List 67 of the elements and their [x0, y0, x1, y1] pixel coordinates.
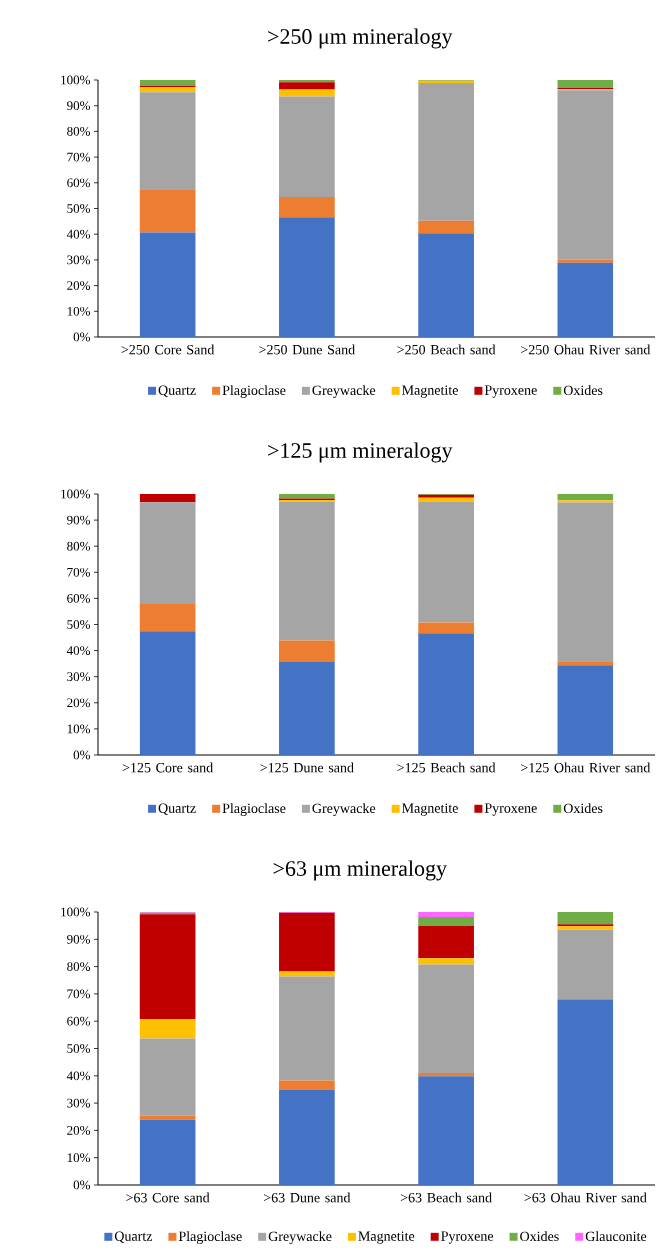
legend-label: Quartz — [114, 1231, 153, 1243]
x-tick-label: >125 Dune sand — [260, 762, 354, 773]
x-tick-label: >250 Core Sand — [121, 344, 215, 355]
y-tick-label: 90% — [67, 101, 91, 111]
y-tick-label: 90% — [67, 934, 91, 944]
y-tick-label: 70% — [67, 989, 91, 999]
y-tick-label: 60% — [67, 593, 91, 603]
y-tick-label: 60% — [67, 1016, 91, 1026]
x-tick-label: >63 Ohau River sand — [524, 1192, 647, 1203]
x-tick-label: >250 Beach sand — [397, 344, 496, 355]
y-tick-label: 0% — [73, 1180, 91, 1190]
y-tick-label: 20% — [67, 281, 91, 290]
y-tick-label: 10% — [67, 724, 91, 734]
legend-label: Oxides — [520, 1231, 559, 1242]
legend-label: Glauconite — [585, 1231, 647, 1242]
y-tick-label: 80% — [67, 541, 91, 551]
y-tick-label: 80% — [67, 126, 91, 136]
y-tick-label: 30% — [67, 672, 91, 682]
y-tick-label: 80% — [67, 962, 91, 972]
y-tick-label: 0% — [73, 750, 91, 760]
y-tick-label: 30% — [67, 1098, 91, 1108]
legend-label: Oxides — [563, 385, 603, 396]
legend-label: Plagioclase — [222, 385, 286, 398]
y-tick-label: 20% — [67, 698, 91, 708]
y-tick-label: 20% — [67, 1125, 91, 1135]
legend-label: Oxides — [563, 803, 603, 814]
legend-label: Pyroxene — [484, 385, 537, 398]
y-tick-label: 60% — [67, 178, 91, 188]
legend-label: Pyroxene — [484, 803, 537, 816]
y-tick-label: 10% — [67, 1153, 91, 1163]
y-tick-label: 0% — [73, 332, 91, 342]
x-tick-label: >250 Ohau River sand — [521, 344, 651, 355]
y-tick-label: 90% — [67, 515, 91, 525]
y-tick-label: 70% — [67, 152, 91, 162]
y-tick-label: 30% — [67, 255, 91, 265]
legend-label: Magnetite — [402, 385, 458, 398]
y-tick-label: 50% — [67, 204, 91, 213]
chart-title: >250 μm mineralogy — [268, 28, 453, 49]
legend-label: Plagioclase — [178, 1231, 242, 1244]
legend-label: Greywacke — [312, 385, 376, 398]
x-tick-label: >63 Beach sand — [400, 1192, 492, 1203]
x-tick-label: >250 Dune Sand — [259, 344, 355, 355]
y-tick-label: 40% — [66, 646, 91, 655]
legend-label: Magnetite — [358, 1231, 415, 1244]
y-tick-label: 50% — [67, 620, 91, 629]
y-tick-label: 40% — [66, 1071, 91, 1081]
chart-title: >125 μm mineralogy — [268, 442, 453, 463]
x-tick-label: >125 Beach sand — [397, 762, 496, 773]
y-tick-label: 70% — [67, 567, 91, 577]
x-tick-label: >63 Core sand — [126, 1192, 210, 1203]
y-tick-label: 50% — [67, 1044, 91, 1053]
legend-label: Magnetite — [402, 803, 458, 816]
legend-label: Greywacke — [312, 803, 376, 816]
x-tick-label: >125 Core sand — [122, 762, 214, 773]
chart-title: >63 μm mineralogy — [273, 860, 447, 881]
x-tick-label: >125 Ohau River sand — [521, 762, 651, 773]
y-tick-label: 40% — [66, 229, 91, 239]
legend-label: Plagioclase — [222, 803, 286, 816]
legend-label: Greywacke — [268, 1231, 332, 1244]
legend-label: Pyroxene — [441, 1231, 494, 1244]
legend-label: Quartz — [158, 385, 196, 397]
legend-label: Quartz — [158, 803, 196, 815]
x-tick-label: >63 Dune sand — [263, 1192, 351, 1203]
y-tick-label: 100% — [61, 75, 91, 85]
y-tick-label: 100% — [61, 489, 91, 499]
y-tick-label: 100% — [61, 907, 91, 917]
y-tick-label: 10% — [67, 306, 91, 316]
